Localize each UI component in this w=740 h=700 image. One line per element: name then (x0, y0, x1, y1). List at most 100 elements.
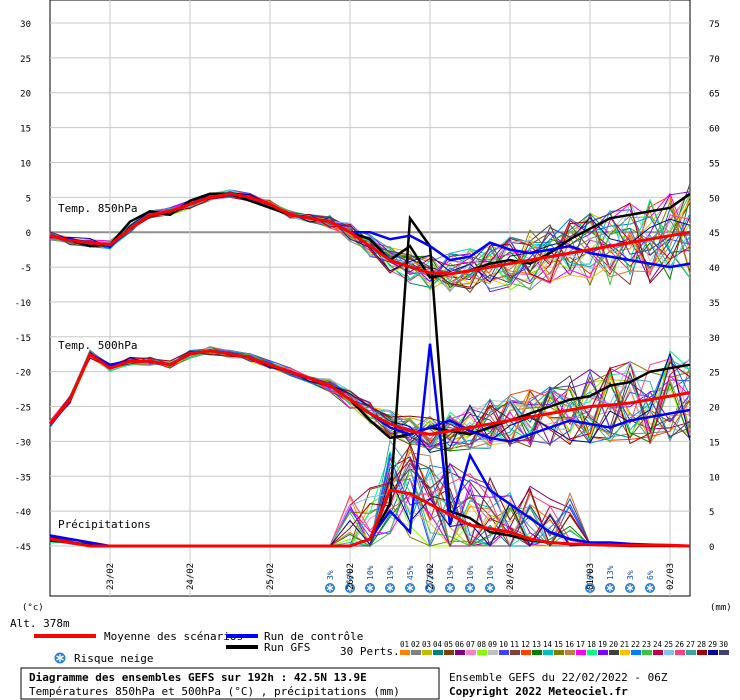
series-line (49, 488, 691, 548)
altitude: Alt. 378m (10, 617, 70, 630)
pert-swatch (620, 650, 630, 655)
snow-risk-label: 3% (326, 570, 335, 580)
pert-number: 26 (675, 640, 685, 649)
legend-perts-label: 30 Perts. (340, 645, 400, 658)
pert-swatch (642, 650, 652, 655)
snowflake-icon (605, 583, 615, 593)
pert-swatch (587, 650, 597, 655)
snowflake-icon (445, 583, 455, 593)
label-t850: Temp. 850hPa (58, 202, 137, 215)
left-unit: (°c) (22, 603, 44, 613)
snowflake-arms (346, 584, 354, 592)
pert-number: 07 (466, 640, 475, 649)
series-line (48, 349, 691, 436)
pert-number: 08 (477, 640, 487, 649)
right-tick-label: 15 (709, 438, 720, 448)
pert-swatch (653, 650, 663, 655)
left-tick-label: 10 (20, 159, 31, 169)
pert-number: 24 (653, 640, 663, 649)
pert-swatch (554, 650, 564, 655)
date-label: 25/02 (266, 563, 276, 590)
pert-number: 30 (719, 640, 729, 649)
pert-swatch (719, 650, 729, 655)
pert-swatch (488, 650, 498, 655)
pert-swatch (532, 650, 542, 655)
left-axis-ticks: 30 25 20 15 10 5 0 -5 -10 -15 -20 -25 -30 -35 -40 -45 (15, 20, 31, 553)
snow-risk-label: 10% (486, 565, 495, 580)
pert-swatch (686, 650, 696, 655)
pert-number: 17 (576, 640, 585, 649)
snow-risk-label: 6% (346, 570, 355, 580)
snowflake-icon (365, 583, 375, 593)
pert-number: 15 (554, 640, 563, 649)
snow-risk-label: 13% (606, 565, 615, 580)
snowflake-arms (426, 584, 434, 592)
pert-swatch (598, 650, 608, 655)
footer-box (20, 667, 440, 700)
snowflake-icon (405, 583, 415, 593)
pert-number: 25 (664, 640, 673, 649)
snow-risk-label: 10% (366, 565, 375, 580)
left-tick-label: -10 (15, 299, 31, 309)
pert-line-27 (49, 196, 691, 290)
snow-risk-label: 3% (626, 570, 635, 580)
footer-subtitle: Températures 850hPa et 500hPa (°C) , pré… (29, 685, 400, 698)
right-unit: (mm) (710, 603, 732, 613)
pert-number: 21 (620, 640, 629, 649)
legend-snow-label: Risque neige (74, 652, 153, 665)
left-tick-label: 15 (20, 125, 31, 135)
right-tick-label: 65 (709, 90, 720, 100)
pert-swatch (675, 650, 685, 655)
snowflake-icon (345, 583, 355, 593)
pert-swatch (466, 650, 476, 655)
right-tick-label: 30 (709, 334, 720, 344)
left-tick-label: -45 (15, 543, 31, 553)
pert-swatch (477, 650, 487, 655)
pert-swatch (400, 650, 410, 655)
left-tick-label: 5 (26, 194, 31, 204)
snow-risk-row: 3% 6% 10% 19% 45% 26% 19% 10% 10% 6% 13% 3% 6% (325, 565, 655, 593)
date-label: 28/02 (506, 563, 516, 590)
right-tick-label: 40 (709, 264, 720, 274)
legend-control-label: Run de contrôle (264, 630, 363, 643)
right-tick-label: 20 (709, 404, 720, 414)
pert-number: 11 (510, 640, 519, 649)
pert-swatch (433, 650, 443, 655)
plot-frame (49, 0, 691, 597)
snowflake-arms (626, 584, 634, 592)
pert-line-23 (49, 349, 691, 444)
date-label: 27/02 (426, 563, 436, 590)
pert-line-28 (49, 193, 691, 288)
date-label: 23/02 (106, 563, 116, 590)
date-label: 24/02 (186, 563, 196, 590)
left-tick-label: 0 (26, 229, 31, 239)
perturbation-legend: 01 02 03 04 05 06 07 08 09 10 11 12 13 14 15 16 17 18 19 20… (400, 640, 729, 655)
pert-swatch (609, 650, 619, 655)
pert-number: 03 (422, 640, 431, 649)
main-series-lines (48, 192, 691, 548)
pert-number: 28 (697, 640, 707, 649)
right-tick-label: 45 (709, 229, 720, 239)
right-tick-label: 55 (709, 159, 720, 169)
pert-number: 04 (433, 640, 443, 649)
label-t500: Temp. 500hPa (58, 339, 137, 352)
pert-number: 13 (532, 640, 541, 649)
snowflake-arms (406, 584, 414, 592)
right-tick-label: 70 (709, 55, 720, 65)
left-tick-label: 20 (20, 90, 31, 100)
pert-number: 16 (565, 640, 575, 649)
pert-number: 20 (609, 640, 619, 649)
snow-risk-label: 6% (586, 570, 595, 580)
snowflake-arms (486, 584, 494, 592)
pert-swatch (708, 650, 718, 655)
left-tick-label: 25 (20, 55, 31, 65)
right-tick-label: 50 (709, 194, 720, 204)
pert-swatch (565, 650, 575, 655)
pert-swatch (455, 650, 465, 655)
pert-swatch (510, 650, 520, 655)
snowflake-icon (54, 652, 66, 664)
pert-swatch (576, 650, 586, 655)
snowflake-arms (386, 584, 394, 592)
snowflake-arms (446, 584, 454, 592)
